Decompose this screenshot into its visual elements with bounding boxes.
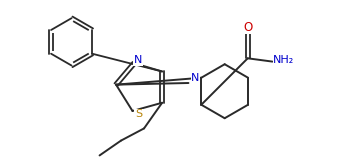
Text: O: O (243, 21, 252, 34)
Text: NH₂: NH₂ (273, 55, 294, 65)
Text: S: S (135, 109, 142, 119)
Text: N: N (134, 55, 142, 65)
Text: N: N (191, 73, 200, 83)
